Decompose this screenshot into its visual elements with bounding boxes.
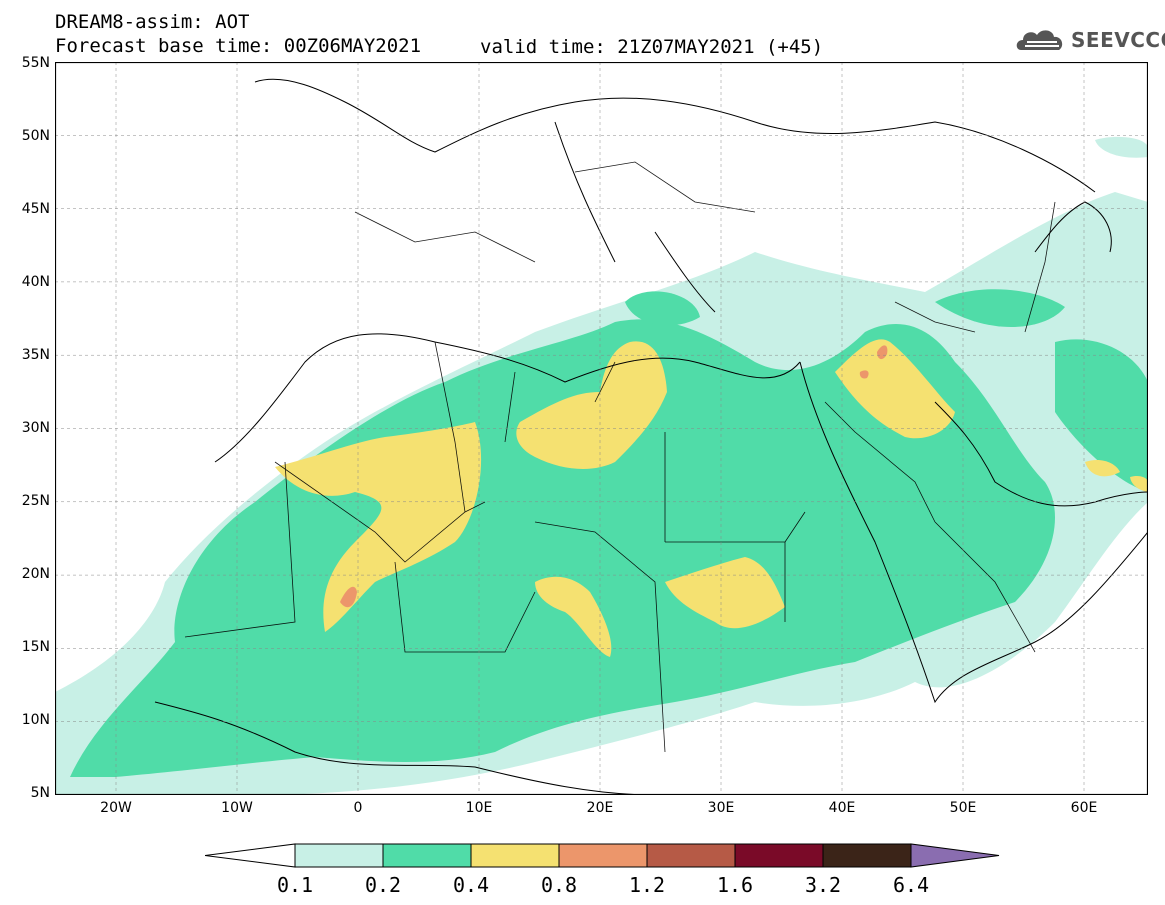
colorbar-label: 3.2 [804, 873, 842, 897]
colorbar-segment [734, 843, 824, 868]
lat-label: 50N [21, 128, 50, 144]
colorbar-label: 0.4 [452, 873, 490, 897]
colorbar-label: 0.2 [364, 873, 402, 897]
colorbar-label: 0.1 [276, 873, 314, 897]
colorbar-segment [382, 843, 472, 868]
lon-label: 30E [707, 800, 735, 816]
logo-text: SEEVCCC [1071, 28, 1165, 52]
lon-label: 20E [586, 800, 614, 816]
map-title: DREAM8-assim: AOT [55, 11, 250, 33]
lat-label: 35N [21, 347, 50, 363]
colorbar-segment [646, 843, 736, 868]
coastlines [154, 78, 1148, 795]
colorbar-segment [558, 843, 648, 868]
lon-label: 40E [828, 800, 856, 816]
colorbar-segment [910, 843, 1000, 868]
lat-label: 20N [21, 566, 50, 582]
seevccc-logo: SEEVCCC [1015, 24, 1165, 56]
lon-label: 20W [100, 800, 132, 816]
lat-label: 45N [21, 201, 50, 217]
lon-label: 10E [465, 800, 493, 816]
lat-label: 15N [21, 639, 50, 655]
lat-label: 10N [21, 712, 50, 728]
lat-label: 40N [21, 274, 50, 290]
colorbar [205, 843, 1000, 868]
map-frame [55, 62, 1148, 795]
colorbar-label: 1.2 [628, 873, 666, 897]
lat-label: 25N [21, 493, 50, 509]
aot-contour-0.2 [70, 289, 1148, 777]
lon-label: 60E [1070, 800, 1098, 816]
country-borders [184, 161, 1056, 753]
colorbar-segment [470, 843, 560, 868]
aot-contour-0.4 [275, 339, 1148, 657]
lon-label: 10W [221, 800, 253, 816]
lat-label: 5N [30, 785, 50, 801]
lat-label: 55N [21, 55, 50, 71]
aot-map [55, 62, 1148, 795]
colorbar-label: 6.4 [892, 873, 930, 897]
colorbar-segment [294, 843, 384, 868]
lat-label: 30N [21, 420, 50, 436]
lon-label: 0 [353, 800, 363, 816]
lon-label: 50E [949, 800, 977, 816]
colorbar-label: 0.8 [540, 873, 578, 897]
aot-contour-0.8 [340, 345, 888, 608]
colorbar-segment [822, 843, 912, 868]
graticule [55, 62, 1148, 795]
cloud-icon [1016, 30, 1063, 50]
valid-time: valid time: 21Z07MAY2021 (+45) [480, 36, 824, 58]
colorbar-label: 1.6 [716, 873, 754, 897]
colorbar-segment [205, 843, 296, 868]
forecast-base-time: Forecast base time: 00Z06MAY2021 [55, 35, 422, 57]
